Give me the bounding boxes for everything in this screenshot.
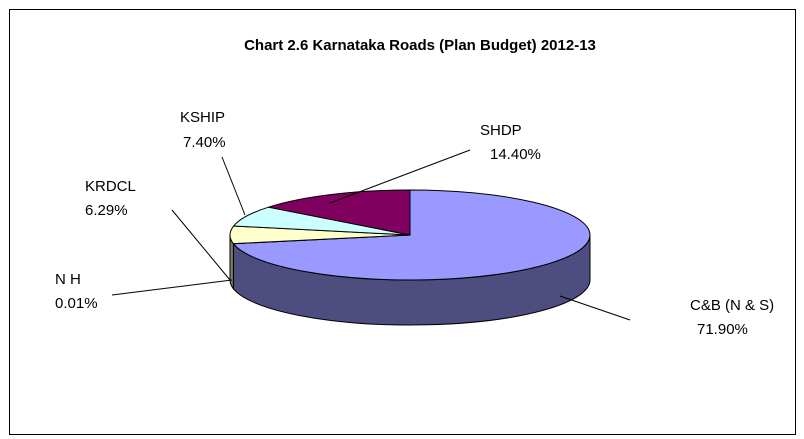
pie-tops [229,189,591,281]
leader-line [329,149,471,204]
slice-value: 14.40% [490,146,541,163]
slice-value: 6.29% [85,202,128,219]
leader-line [111,279,233,296]
slice-value: 0.01% [55,295,98,312]
slice-name: C&B (N & S) [690,297,774,314]
pie-labels: C&B (N & S) 71.90% N H 0.01% KRDCL 6.29% KSHIP… [55,109,774,338]
slice-value: 7.40% [183,134,226,151]
slice-name: KRDCL [85,178,136,195]
slice-name: KSHIP [180,109,225,126]
pie-slice [232,189,591,281]
leader-line [559,295,631,321]
leader-line [171,209,231,281]
slice-name: N H [55,271,81,288]
pie-slice [268,189,411,236]
slice-name: SHDP [480,122,522,139]
leader-line [221,156,246,216]
chart-title: Chart 2.6 Karnataka Roads (Plan Budget) … [244,37,596,54]
slice-value: 71.90% [697,321,748,338]
